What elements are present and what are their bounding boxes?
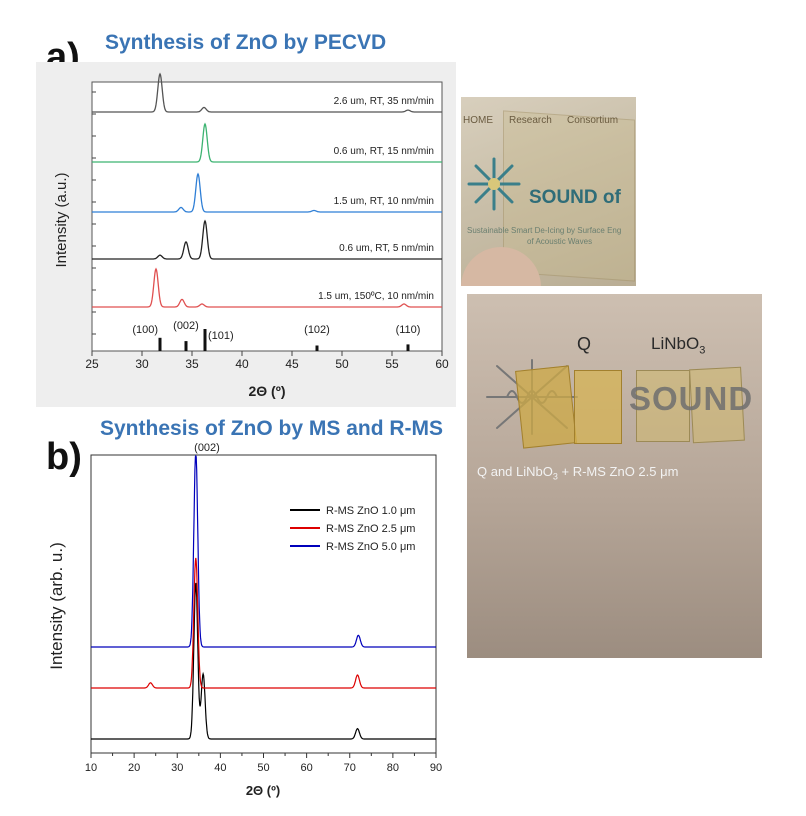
rms-xtick-label: 20 bbox=[128, 762, 140, 774]
photo-nav-consortium: Consortium bbox=[567, 115, 619, 126]
rms-xtick-label: 90 bbox=[430, 762, 442, 774]
photo-caption: Q and LiNbO3 + R-MS ZnO 2.5 μm bbox=[477, 464, 678, 482]
pecvd-xtick-label: 60 bbox=[435, 357, 449, 371]
pecvd-reference-label: (110) bbox=[396, 324, 421, 336]
pecvd-reference-line bbox=[203, 329, 207, 351]
pecvd-reference-line bbox=[315, 345, 319, 351]
pecvd-series-line bbox=[92, 219, 442, 260]
photo-substrate-q-2 bbox=[574, 370, 622, 444]
pecvd-reference-line bbox=[406, 344, 410, 351]
photo-brand: SOUND of bbox=[529, 187, 621, 208]
pecvd-reference-line bbox=[184, 341, 188, 351]
photo-label-linbo3: LiNbO3 bbox=[651, 334, 705, 356]
photo-word-sound: SOUND bbox=[629, 380, 754, 417]
pecvd-xtick-label: 30 bbox=[135, 357, 149, 371]
rms-legend-label: R-MS ZnO 5.0 μm bbox=[326, 541, 415, 553]
rms-series-line bbox=[91, 582, 436, 740]
rms-xtick-label: 70 bbox=[344, 762, 356, 774]
photo-substrates: Q LiNbO3 SOUND Q and LiNbO3 + R-MS ZnO 2… bbox=[467, 294, 762, 658]
pecvd-ylabel: Intensity (a.u.) bbox=[53, 172, 70, 267]
photo-caption-pre: Q and LiNbO bbox=[477, 464, 553, 479]
rms-xtick-label: 80 bbox=[387, 762, 399, 774]
pecvd-xrd-chart: 25 30 35 40 45 50 55 60 2.6 um, RT, 35 nm/min 0.… bbox=[36, 62, 456, 407]
photo-zno-coated-glass: HOME Research Consortium SOUND of Sustai… bbox=[461, 97, 636, 286]
pecvd-series-label: 1.5 um, RT, 10 nm/min bbox=[334, 196, 434, 207]
rms-xtick-label: 10 bbox=[85, 762, 97, 774]
pecvd-xtick-label: 45 bbox=[285, 357, 299, 371]
pecvd-xtick-label: 35 bbox=[185, 357, 199, 371]
rms-xtick-label: 50 bbox=[257, 762, 269, 774]
pecvd-xtick-label: 50 bbox=[335, 357, 349, 371]
pecvd-series-label: 0.6 um, RT, 5 nm/min bbox=[339, 243, 434, 254]
pecvd-reference-label: (101) bbox=[208, 330, 234, 342]
pecvd-xtick-label: 40 bbox=[235, 357, 249, 371]
panel-b-label: b) bbox=[46, 436, 82, 478]
photo-nav-home: HOME bbox=[463, 115, 493, 126]
photo-caption-post: + R-MS ZnO 2.5 μm bbox=[557, 464, 679, 479]
pecvd-xtick-label: 55 bbox=[385, 357, 399, 371]
pecvd-series-label: 0.6 um, RT, 15 nm/min bbox=[334, 146, 434, 157]
rms-annotation-002: (002) bbox=[194, 442, 220, 454]
photo-label-linbo3-main: LiNbO bbox=[651, 334, 700, 353]
rms-legend-label: R-MS ZnO 2.5 μm bbox=[326, 523, 415, 535]
photo-label-q: Q bbox=[577, 334, 592, 354]
pecvd-series-label: 2.6 um, RT, 35 nm/min bbox=[334, 96, 434, 107]
rms-series-line bbox=[91, 557, 436, 689]
rms-xlabel: 2Θ (º) bbox=[246, 783, 280, 798]
photo-substrate-q-1 bbox=[515, 365, 577, 449]
pecvd-reference-label: (102) bbox=[304, 324, 330, 336]
pecvd-series-label: 1.5 um, 150ºC, 10 nm/min bbox=[318, 291, 434, 302]
pecvd-series-line bbox=[92, 122, 442, 163]
rms-series-line bbox=[91, 454, 436, 648]
rms-xtick-label: 40 bbox=[214, 762, 226, 774]
rms-xtick-label: 30 bbox=[171, 762, 183, 774]
pecvd-xtick-label: 25 bbox=[85, 357, 99, 371]
pecvd-reference-label: (100) bbox=[132, 324, 158, 336]
snowflake-wave-logo bbox=[467, 157, 521, 211]
photo-substrate-ln-1 bbox=[636, 370, 690, 442]
panel-a-title: Synthesis of ZnO by PECVD bbox=[105, 31, 387, 54]
rms-legend-label: R-MS ZnO 1.0 μm bbox=[326, 505, 415, 517]
rms-ylabel: Intensity (arb. u.) bbox=[47, 542, 66, 670]
pecvd-xlabel: 2Θ (º) bbox=[248, 383, 285, 399]
pecvd-series-line bbox=[92, 267, 442, 308]
photo-label-linbo3-sub: 3 bbox=[699, 344, 706, 357]
photo-tagline-1: Sustainable Smart De-Icing by Surface En… bbox=[467, 226, 622, 235]
rms-xtick-label: 60 bbox=[301, 762, 313, 774]
panel-b-title: Synthesis of ZnO by MS and R-MS bbox=[100, 417, 444, 440]
pecvd-reference-line bbox=[158, 337, 162, 351]
pecvd-reference-label: (002) bbox=[173, 320, 199, 332]
photo-nav-research: Research bbox=[509, 115, 552, 126]
pecvd-series-line bbox=[92, 72, 442, 113]
rms-xrd-chart: 10 20 30 40 50 60 70 80 90 R-MS ZnO 1.0 μm R-MS Z… bbox=[47, 442, 442, 798]
photo-caption-sub: 3 bbox=[552, 471, 558, 482]
photo-tagline-2: of Acoustic Waves bbox=[527, 237, 593, 246]
pecvd-series-line bbox=[92, 172, 442, 213]
